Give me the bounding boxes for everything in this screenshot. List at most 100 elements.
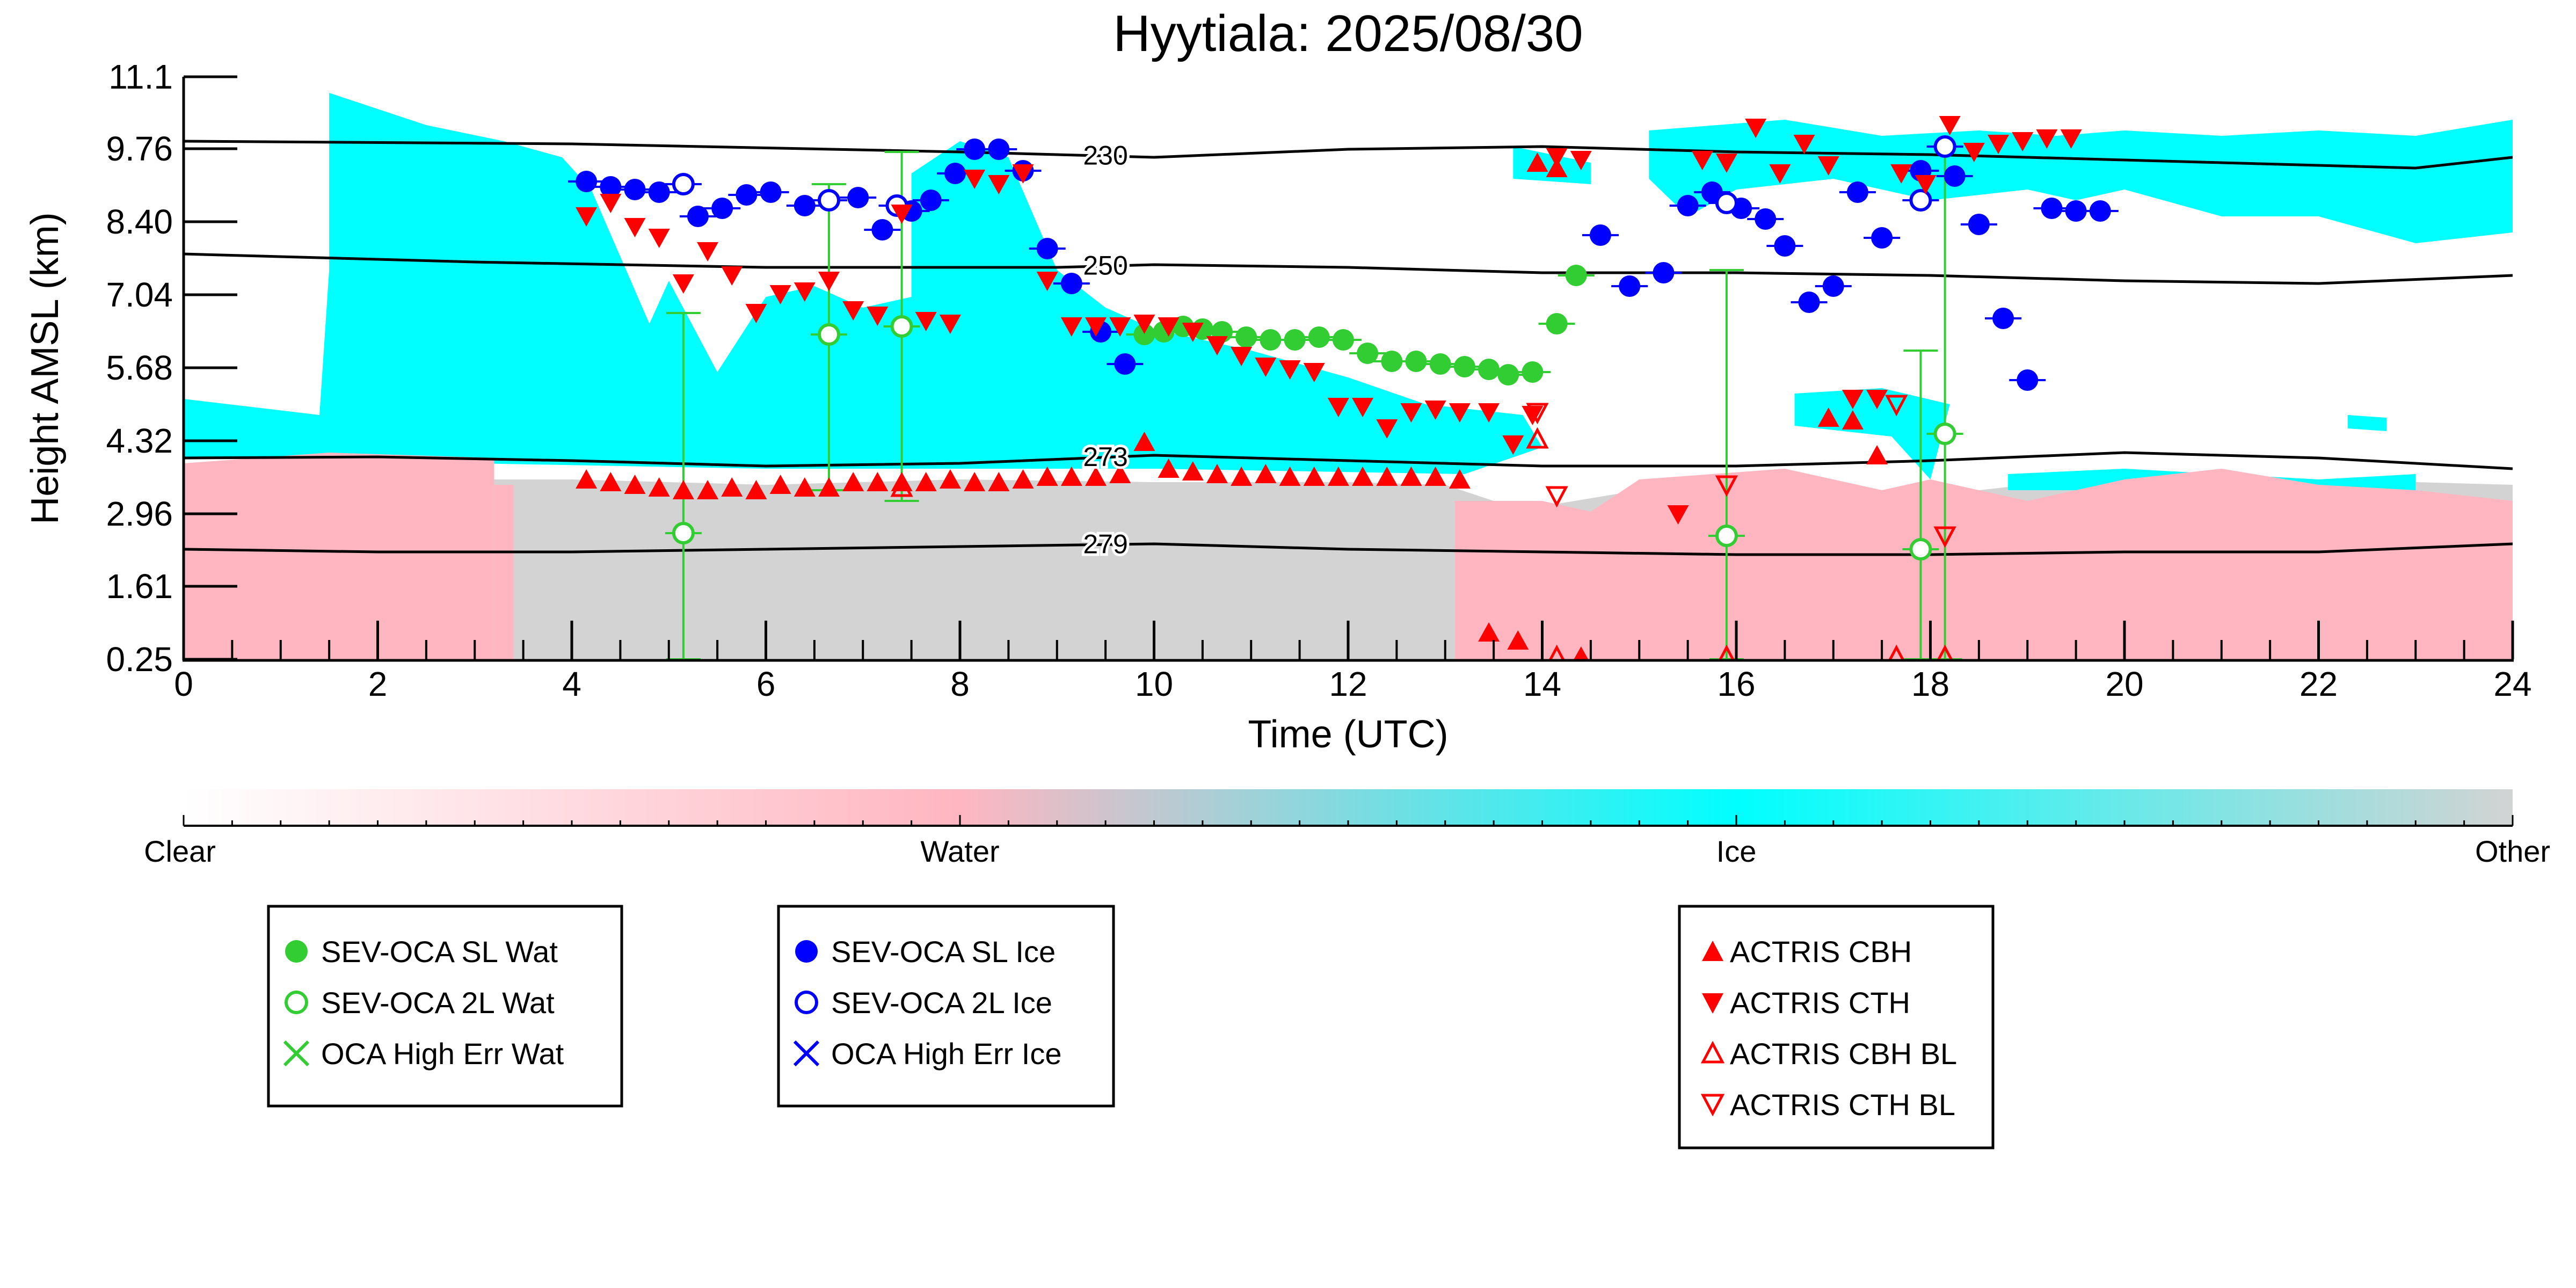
colorbar-gradient	[184, 789, 2513, 826]
point-actris-cbh	[1449, 469, 1471, 489]
point-sev-oca-sl-ice	[1114, 353, 1136, 375]
point-actris-cth	[891, 205, 913, 224]
point-actris-cth	[1060, 317, 1082, 337]
x-tick-label: 4	[562, 665, 581, 703]
point-sev-oca-sl-wat	[1546, 313, 1568, 334]
point-sev-oca-sl-wat	[1357, 343, 1379, 364]
point-sev-oca-sl-ice	[1798, 292, 1820, 313]
point-actris-cth	[1158, 317, 1180, 337]
point-actris-cth	[1745, 119, 1767, 138]
point-sev-oca-sl-ice	[964, 139, 986, 160]
point-sev-oca-sl-ice	[1846, 181, 1868, 203]
point-sev-oca-sl-wat	[1565, 265, 1587, 286]
cloud-region-ice-3	[1649, 120, 2513, 243]
point-actris-cbh	[648, 477, 670, 497]
legend-label-sev-sl-ice: SEV-OCA SL Ice	[831, 935, 1056, 969]
point-actris-cth	[1012, 164, 1034, 184]
x-tick-label: 2	[368, 665, 388, 703]
point-sev-oca-sl-ice	[920, 190, 942, 211]
point-actris-cth	[867, 307, 889, 326]
plot-area	[184, 93, 2513, 659]
point-actris-cbh	[964, 472, 986, 491]
point-actris-cth-bl	[1933, 526, 1956, 548]
cloud-region-ice-2	[1513, 147, 1591, 184]
legend-ice: SEV-OCA SL Ice SEV-OCA 2L Ice OCA High E…	[777, 905, 1115, 1108]
legend-actris: ACTRIS CBH ACTRIS CTH ACTRIS CBH BL ACTR…	[1678, 905, 1995, 1149]
point-actris-cth	[1691, 151, 1713, 170]
point-actris-cbh-bl	[1549, 644, 1565, 659]
point-actris-cth	[1400, 403, 1422, 423]
point-actris-cbh	[1817, 407, 1839, 427]
point-actris-cbh	[1133, 432, 1155, 451]
point-sev-oca-sl-ice	[648, 181, 670, 203]
point-actris-cth	[988, 175, 1010, 194]
x-tick-label: 10	[1135, 665, 1173, 703]
y-tick-label: 4.32	[106, 421, 173, 460]
point-actris-cth	[1182, 323, 1204, 342]
point-actris-cbh	[1231, 467, 1253, 486]
point-actris-cbh	[1376, 467, 1398, 486]
point-actris-cbh	[1507, 630, 1529, 650]
cloud-region-water-8	[494, 485, 514, 659]
marker-layer	[568, 116, 2119, 659]
point-sev-oca-sl-ice	[600, 176, 622, 198]
legend-marker-sev-sl-ice	[795, 940, 818, 963]
point-sev-oca-2l-wat	[1909, 538, 1932, 561]
isotherm-line-273	[184, 451, 2513, 470]
y-ticks: 0.25 1.61 2.96 4.32 5.68 7.04 8.40 9.76 11.1	[106, 57, 237, 679]
point-sev-oca-sl-ice	[711, 198, 733, 219]
legend-label-actris-cbh: ACTRIS CBH	[1730, 935, 1912, 969]
point-actris-cbh	[915, 472, 937, 491]
point-actris-cbh	[1866, 445, 1888, 464]
point-actris-cth-bl	[1526, 403, 1549, 425]
legend-label-actris-cth-bl: ACTRIS CTH BL	[1730, 1088, 1955, 1122]
point-sev-oca-sl-ice	[1589, 224, 1611, 246]
point-sev-oca-sl-ice	[1968, 214, 1990, 235]
point-sev-oca-sl-ice	[1677, 195, 1699, 216]
point-actris-cth	[2036, 129, 2058, 149]
y-tick-label: 11.1	[108, 57, 173, 96]
point-actris-cth	[2012, 132, 2034, 151]
point-actris-cbh	[1424, 467, 1446, 486]
point-sev-oca-sl-ice	[2089, 200, 2111, 222]
point-actris-cbh	[672, 480, 694, 499]
point-actris-cth	[1352, 398, 1374, 417]
point-actris-cth	[648, 229, 670, 248]
point-sev-oca-sl-wat	[1332, 329, 1354, 351]
point-actris-cth	[1667, 505, 1689, 525]
point-sev-oca-sl-ice	[1992, 308, 2014, 329]
isotherm-line-230	[184, 140, 2513, 170]
point-sev-oca-sl-ice	[847, 187, 869, 208]
legend-marker-sev-2l-ice	[795, 991, 818, 1014]
x-tick-label: 6	[756, 665, 776, 703]
point-sev-oca-2l-ice	[1933, 135, 1956, 158]
y-tick-label: 0.25	[106, 640, 173, 679]
point-actris-cth	[1939, 116, 1961, 135]
point-actris-cbh	[1478, 622, 1500, 642]
point-actris-cbh	[1036, 467, 1058, 486]
point-sev-oca-sl-ice	[794, 195, 816, 216]
colorbar-label-other: Other	[2475, 834, 2550, 868]
point-sev-oca-sl-ice	[1036, 238, 1058, 259]
point-actris-cth	[1424, 401, 1446, 420]
y-tick-label: 7.04	[106, 275, 173, 314]
point-actris-cbh	[1352, 467, 1374, 486]
legend-label-oca-high-err-wat: OCA High Err Wat	[321, 1037, 564, 1071]
legend-marker-sev-2l-wat	[285, 991, 308, 1014]
isotherm-layer	[184, 140, 2513, 556]
point-sev-oca-sl-ice	[944, 163, 966, 184]
point-actris-cbh	[794, 477, 816, 497]
x-tick-label: 12	[1329, 665, 1367, 703]
point-actris-cbh	[1303, 467, 1325, 486]
point-sev-oca-sl-ice	[871, 219, 893, 241]
point-actris-cbh-bl	[1888, 644, 1904, 659]
point-actris-cth	[1769, 164, 1791, 184]
point-sev-oca-2l-wat	[890, 315, 913, 338]
x-tick-label: 18	[1911, 665, 1949, 703]
point-actris-cth	[1449, 403, 1471, 423]
point-actris-cth	[1817, 156, 1839, 176]
point-actris-cth	[915, 312, 937, 331]
y-tick-label: 1.61	[106, 567, 173, 606]
point-sev-oca-2l-ice	[1715, 192, 1738, 214]
